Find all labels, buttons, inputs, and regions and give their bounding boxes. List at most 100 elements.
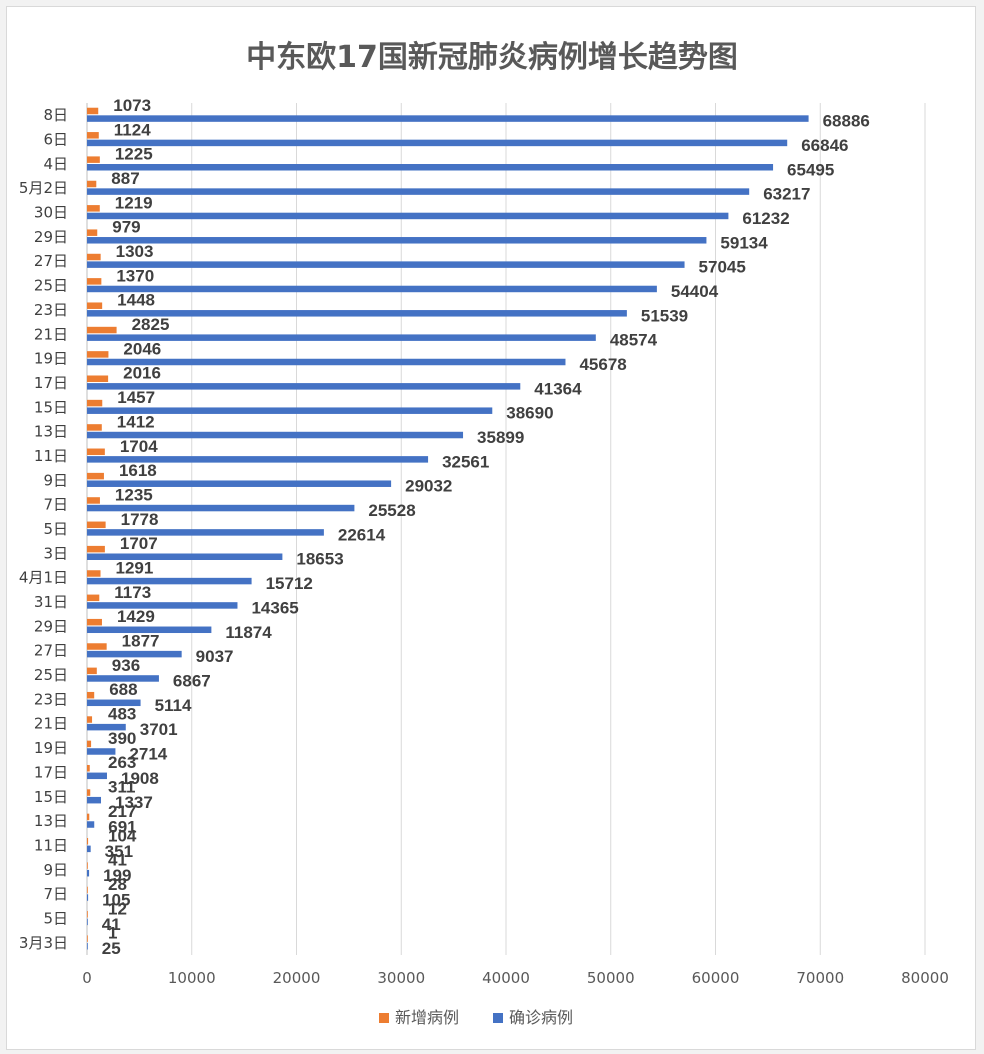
data-label-new-cases: 1219	[115, 193, 153, 212]
bar-confirmed-cases	[87, 602, 238, 609]
bar-confirmed-cases	[87, 188, 750, 195]
category-label: 6日	[43, 131, 68, 149]
bar-new-cases	[87, 935, 88, 942]
bar-new-cases	[87, 448, 105, 456]
data-label-confirmed-cases: 6867	[173, 671, 211, 690]
data-label-confirmed-cases: 3701	[140, 720, 178, 739]
bar-confirmed-cases	[87, 212, 729, 220]
bar-confirmed-cases	[87, 748, 116, 755]
bar-confirmed-cases	[87, 553, 283, 560]
data-label-new-cases: 28	[108, 875, 127, 894]
category-label: 19日	[34, 350, 68, 368]
data-label-confirmed-cases: 41	[102, 915, 121, 934]
bar-confirmed-cases	[87, 894, 89, 901]
category-label: 8日	[43, 106, 68, 124]
bar-new-cases	[87, 911, 88, 918]
data-label-new-cases: 1618	[119, 461, 157, 480]
data-label-confirmed-cases: 29032	[405, 477, 452, 496]
x-tick-label: 40000	[482, 969, 530, 987]
x-tick-label: 60000	[692, 969, 740, 987]
bar-confirmed-cases	[87, 504, 355, 512]
category-label: 4月1日	[19, 569, 68, 587]
data-label-new-cases: 1778	[121, 510, 159, 529]
bar-chart: 中东欧17国新冠肺炎病例增长趋势图 0 10000 20000 30000 40000 5…	[19, 40, 949, 1027]
bar-confirmed-cases	[87, 480, 392, 487]
bar-confirmed-cases	[87, 821, 95, 828]
category-label: 7日	[43, 496, 68, 514]
bar-confirmed-cases	[87, 407, 493, 414]
data-label-new-cases: 1707	[120, 534, 158, 553]
category-label: 17日	[34, 374, 68, 392]
data-label-new-cases: 1124	[114, 120, 151, 139]
category-label: 27日	[34, 642, 68, 660]
bars	[87, 107, 809, 950]
legend-swatch-confirmed-cases	[493, 1013, 503, 1023]
data-label-confirmed-cases: 18653	[296, 550, 343, 569]
data-label-confirmed-cases: 32561	[442, 452, 489, 471]
legend-label-new-cases: 新增病例	[395, 1008, 459, 1027]
bar-new-cases	[87, 618, 102, 626]
bar-confirmed-cases	[87, 529, 324, 536]
data-label-confirmed-cases: 11874	[225, 623, 272, 642]
x-tick-label: 20000	[273, 969, 321, 987]
bar-new-cases	[87, 107, 99, 115]
data-label-new-cases: 483	[108, 705, 136, 724]
data-label-confirmed-cases: 45678	[579, 355, 626, 374]
bar-confirmed-cases	[87, 869, 90, 877]
category-label: 9日	[43, 861, 68, 879]
data-label-confirmed-cases: 65495	[787, 160, 834, 179]
data-label-confirmed-cases: 105	[102, 891, 130, 910]
category-label: 3月3日	[19, 934, 68, 952]
bar-new-cases	[87, 862, 88, 869]
data-label-new-cases: 688	[109, 680, 137, 699]
category-label: 25日	[34, 666, 68, 684]
x-tick-label: 70000	[796, 969, 844, 987]
data-label-new-cases: 12	[108, 899, 127, 918]
bar-confirmed-cases	[87, 383, 521, 390]
bar-new-cases	[87, 399, 103, 407]
data-label-confirmed-cases: 59134	[720, 233, 768, 252]
data-label-new-cases: 1225	[115, 145, 153, 164]
data-label-new-cases: 41	[108, 851, 127, 870]
data-label-new-cases: 104	[108, 826, 137, 845]
bar-confirmed-cases	[87, 431, 464, 439]
bar-new-cases	[87, 643, 107, 650]
data-label-new-cases: 1303	[116, 242, 154, 261]
category-label: 9日	[43, 471, 68, 489]
legend-label-confirmed-cases: 确诊病例	[509, 1008, 573, 1027]
data-label-confirmed-cases: 5114	[155, 696, 192, 715]
data-label-new-cases: 311	[108, 778, 135, 797]
gridlines	[86, 103, 926, 955]
data-label-confirmed-cases: 48574	[610, 331, 658, 350]
category-label: 17日	[34, 763, 68, 781]
data-label-confirmed-cases: 199	[103, 866, 131, 885]
category-label: 5月2日	[19, 179, 68, 197]
category-label: 15日	[34, 398, 68, 416]
bar-new-cases	[87, 302, 103, 309]
bar-new-cases	[87, 278, 102, 285]
category-label: 30日	[34, 204, 68, 222]
category-label: 23日	[34, 301, 68, 319]
category-label: 29日	[34, 228, 68, 246]
bar-new-cases	[87, 764, 90, 772]
data-label-new-cases: 263	[108, 753, 136, 772]
bar-new-cases	[87, 886, 88, 894]
category-label: 11日	[34, 447, 68, 465]
data-label-confirmed-cases: 38690	[506, 404, 553, 423]
data-label-new-cases: 1457	[117, 388, 155, 407]
x-tick-label: 10000	[168, 969, 216, 987]
bar-new-cases	[87, 156, 100, 163]
bar-new-cases	[87, 740, 92, 748]
y-axis-categories: 3月3日 5日 7日 9日 11日 13日 15日 17日 19日 21日 23日 25日 27日 29日…	[19, 106, 68, 952]
x-tick-label: 30000	[377, 969, 425, 987]
bar-confirmed-cases	[87, 261, 685, 268]
data-label-confirmed-cases: 691	[108, 818, 136, 837]
bar-new-cases	[87, 716, 93, 723]
category-label: 19日	[34, 739, 68, 757]
data-label-confirmed-cases: 68886	[823, 112, 870, 131]
legend-swatch-new-cases	[379, 1013, 389, 1023]
category-label: 5日	[43, 520, 68, 538]
bar-confirmed-cases	[87, 334, 596, 341]
category-label: 13日	[34, 812, 68, 830]
category-label: 4日	[43, 155, 68, 173]
